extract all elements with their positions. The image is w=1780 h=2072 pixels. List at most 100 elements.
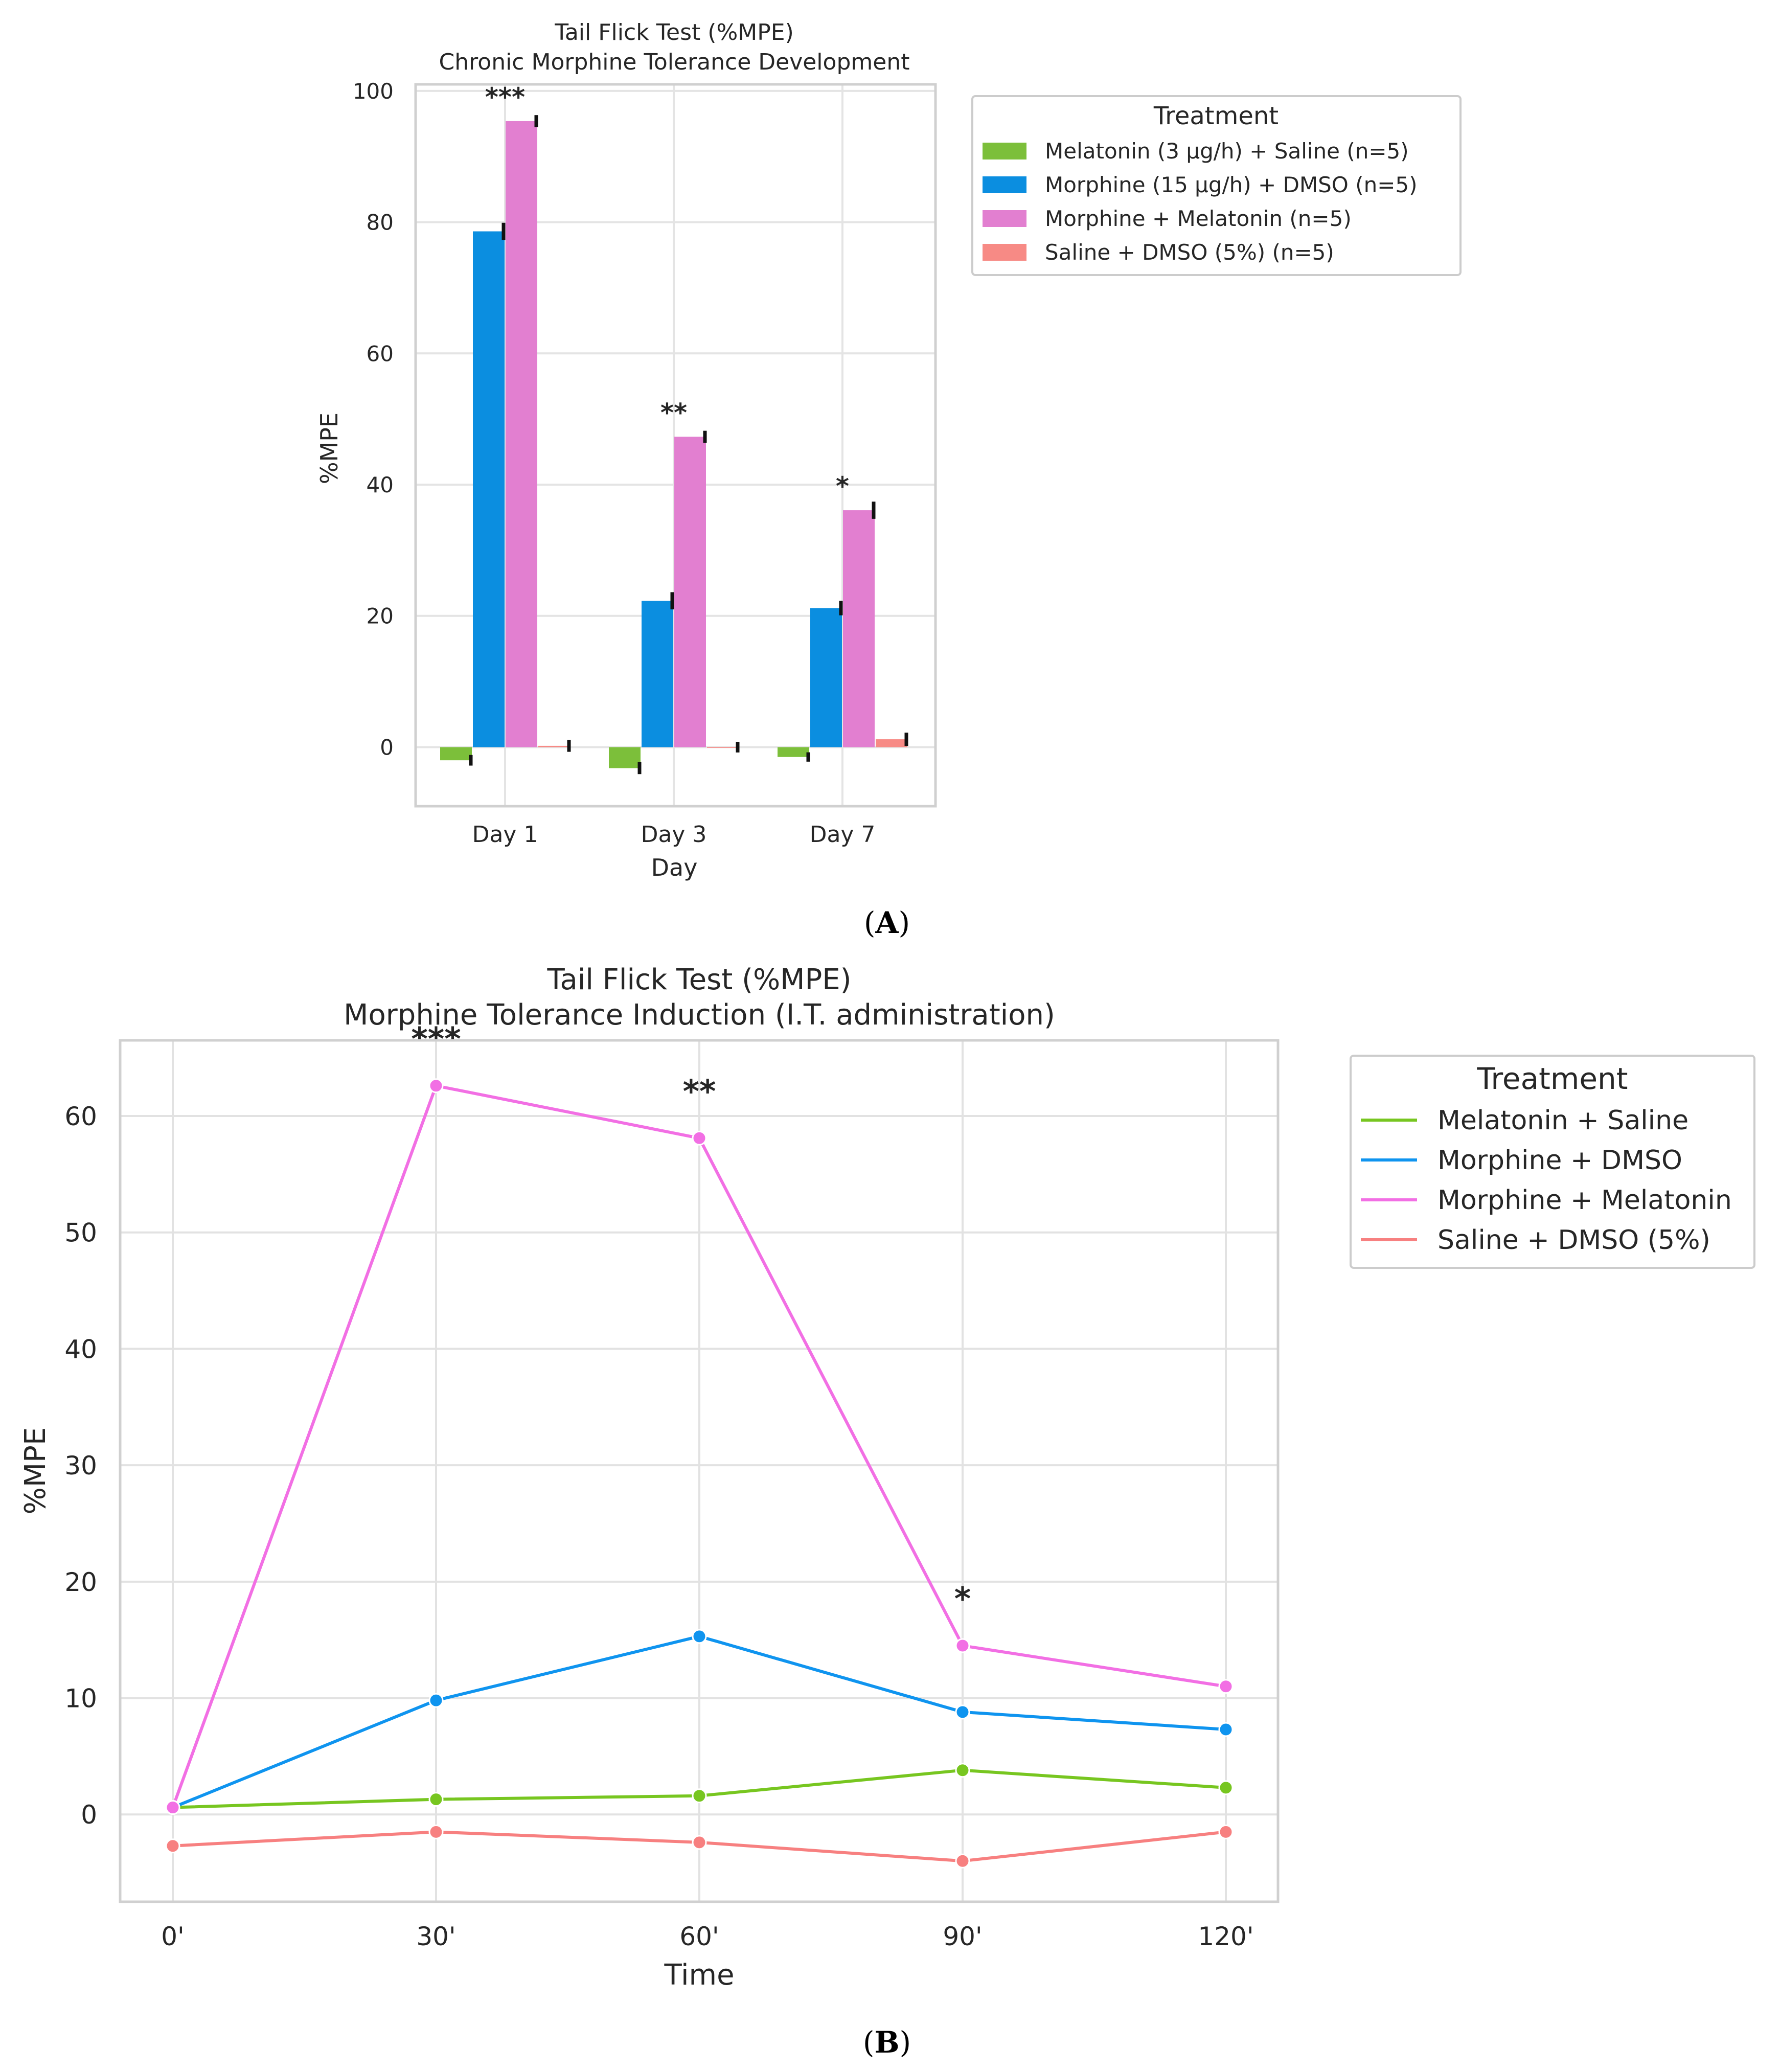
line-chart-title: Tail Flick Test (%MPE) [547,963,852,996]
bar-significance-marker: * [836,471,849,501]
point-morphine-melatonin [692,1130,707,1146]
bar-saline-dmso-5-n-5-day-3 [707,747,739,748]
point-saline-dmso-5 [692,1835,707,1850]
line-y-tick-label: 40 [64,1334,97,1364]
bar-legend-label: Saline + DMSO (5%) (n=5) [1045,240,1334,265]
bar-legend-swatch [983,176,1026,193]
bar-legend-label: Melatonin (3 μg/h) + Saline (n=5) [1045,139,1409,164]
bar-chart-subtitle: Chronic Morphine Tolerance Development [439,49,910,75]
bar-saline-dmso-5-n-5-day-7 [876,739,907,747]
line-y-ticks: 0 10 20 30 40 50 60 [64,1102,97,1830]
panel-label-b-letter: B [874,2025,899,2060]
line-legend-title: Treatment [1476,1061,1628,1096]
line-significance-markers: ****** [411,1020,971,1618]
bar-y-tick-label: 100 [353,79,394,104]
point-morphine-dmso [1218,1722,1234,1737]
point-morphine-dmso [955,1704,970,1720]
line-x-axis-label: Time [664,1959,734,1992]
bar-melatonin-3-g-h-saline-n-5-day-1 [440,747,472,761]
bar-x-ticks: Day 1 Day 3 Day 7 [472,822,876,848]
panel-label-a-letter: A [875,905,899,940]
bar-chart-title: Tail Flick Test (%MPE) [554,19,793,45]
panel-label-a: (A) [864,905,910,940]
bar-y-axis-label: %MPE [315,413,343,484]
line-legend: Treatment Melatonin + Saline Morphine + D… [1350,1055,1755,1269]
bar-y-tick-label: 80 [367,210,394,235]
bar-chart-panel: Tail Flick Test (%MPE) Chronic Morphine … [315,19,1462,881]
line-x-tick-label: 30' [416,1922,455,1951]
line-y-tick-label: 30 [64,1451,97,1481]
bar-plot-frame [414,83,937,808]
bar-legend-label: Morphine (15 μg/h) + DMSO (n=5) [1045,172,1418,197]
line-legend-label: Saline + DMSO (5%) [1437,1225,1710,1256]
line-x-tick-label: 90' [943,1922,982,1951]
panel-label-b: (B) [863,2025,911,2060]
bar-morphine-melatonin-n-5-day-7 [843,510,875,747]
bar-x-tick-label: Day 1 [472,822,538,848]
line-x-tick-label: 60' [679,1922,719,1951]
bar-significance-marker: ** [660,398,687,427]
bar-morphine-melatonin-n-5-day-1 [506,121,537,747]
line-legend-label: Morphine + DMSO [1437,1145,1682,1176]
line-chart-panel: Tail Flick Test (%MPE) Morphine Toleranc… [19,963,1755,1992]
bar-y-ticks: 0 20 40 60 80 100 [353,79,394,760]
bar-y-tick-label: 60 [367,341,394,366]
line-x-ticks: 0' 30' 60' 90' 120' [161,1922,1253,1951]
bar-legend-label: Morphine + Melatonin (n=5) [1045,206,1352,231]
bar-legend-swatch [983,143,1026,160]
point-morphine-melatonin [955,1638,970,1653]
line-y-axis-label: %MPE [19,1427,52,1515]
bar-legend-items: Melatonin (3 μg/h) + Saline (n=5) Morphin… [983,139,1418,265]
point-morphine-dmso [428,1693,444,1708]
bar-significance-markers: ****** [485,82,849,501]
bar-significance-marker: *** [485,82,525,112]
bar-morphine-15-g-h-dmso-n-5-day-3 [642,601,673,747]
line-significance-marker: ** [683,1073,716,1110]
bar-saline-dmso-5-n-5-day-1 [538,745,570,747]
line-legend-items: Melatonin + Saline Morphine + DMSO Morphin… [1361,1105,1732,1256]
bar-series [440,121,907,768]
bar-melatonin-3-g-h-saline-n-5-day-3 [609,747,641,768]
bar-morphine-15-g-h-dmso-n-5-day-7 [810,608,842,747]
line-chart-subtitle: Morphine Tolerance Induction (I.T. admin… [344,998,1055,1032]
bar-morphine-15-g-h-dmso-n-5-day-1 [473,231,505,747]
point-morphine-melatonin [1218,1679,1234,1694]
bar-legend: Treatment Melatonin (3 μg/h) + Saline (n… [971,95,1462,276]
point-saline-dmso-5 [955,1853,970,1869]
line-significance-marker: * [954,1580,971,1618]
bar-error-bars [469,115,908,775]
bar-legend-frame [971,95,1462,276]
line-x-tick-label: 120' [1198,1922,1253,1951]
line-plot-frame [119,1039,1280,1903]
bar-x-tick-label: Day 3 [641,822,707,848]
line-legend-label: Melatonin + Saline [1437,1105,1688,1136]
point-melatonin-saline [692,1788,707,1804]
bar-melatonin-3-g-h-saline-n-5-day-7 [778,747,809,757]
point-melatonin-saline [1218,1780,1234,1795]
bar-y-tick-label: 0 [380,735,394,760]
line-legend-frame [1350,1055,1755,1269]
bar-x-tick-label: Day 7 [810,822,876,848]
point-saline-dmso-5 [428,1824,444,1839]
bar-y-tick-label: 40 [367,472,394,497]
line-legend-label: Morphine + Melatonin [1437,1185,1732,1216]
line-markers [165,1078,1234,1869]
line-y-tick-label: 50 [64,1218,97,1248]
point-morphine-melatonin [165,1800,180,1815]
point-morphine-melatonin [428,1078,444,1094]
line-x-tick-label: 0' [161,1922,185,1951]
line-y-tick-label: 0 [81,1800,97,1830]
bar-x-axis-label: Day [651,854,698,881]
line-y-tick-label: 10 [64,1684,97,1714]
point-melatonin-saline [428,1792,444,1807]
bar-morphine-melatonin-n-5-day-3 [674,437,706,747]
bar-legend-swatch [983,244,1026,261]
line-significance-marker: *** [411,1020,461,1058]
point-melatonin-saline [955,1763,970,1778]
line-grid [120,1040,1278,1902]
line-y-tick-label: 20 [64,1567,97,1597]
point-saline-dmso-5 [1218,1824,1234,1839]
point-saline-dmso-5 [165,1838,180,1854]
bar-legend-title: Treatment [1153,102,1279,130]
